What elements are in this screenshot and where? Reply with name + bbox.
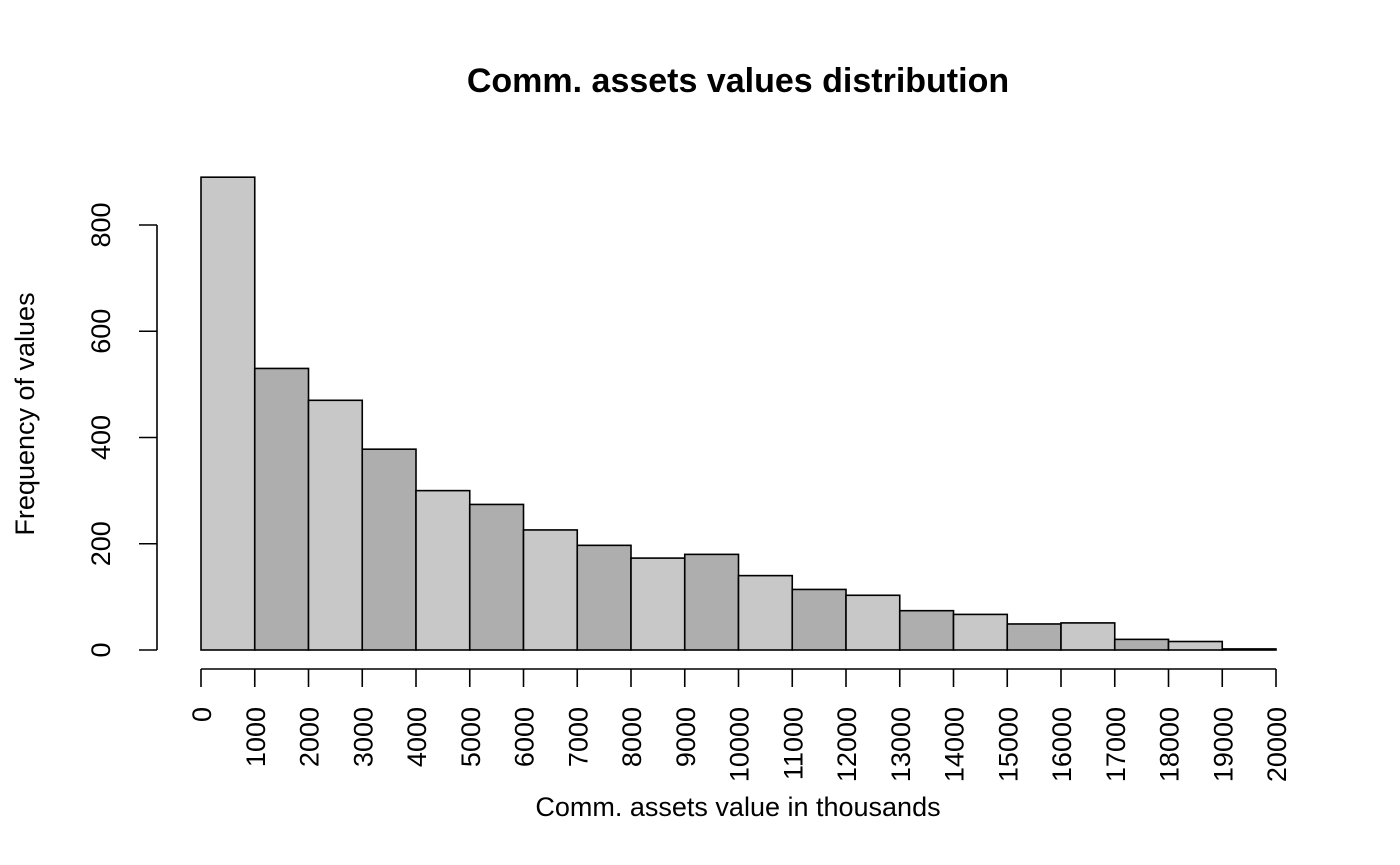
histogram-bar — [683, 553, 740, 651]
x-tick-label: 12000 — [832, 707, 862, 782]
histogram-bar — [576, 544, 632, 651]
histogram-bar — [737, 574, 794, 651]
x-tick-label: 7000 — [563, 707, 593, 767]
histogram-bar — [1006, 623, 1062, 651]
x-tick-label: 5000 — [456, 707, 486, 767]
x-tick-label: 10000 — [725, 707, 755, 782]
x-tick-label: 13000 — [886, 707, 916, 782]
histogram-bar — [791, 588, 847, 651]
histogram-bar — [952, 613, 1009, 651]
x-tick-label: 20000 — [1262, 707, 1292, 782]
x-tick-label: 3000 — [348, 707, 378, 767]
y-axis: 0 200 400 600 800 — [86, 202, 158, 658]
histogram-bar — [1113, 638, 1170, 651]
histogram-bar — [253, 367, 310, 651]
histogram-bar — [1167, 640, 1224, 651]
y-tick-label: 200 — [86, 521, 116, 566]
y-tick-label: 600 — [86, 309, 116, 354]
y-tick-label: 0 — [86, 642, 116, 657]
histogram-bar — [1221, 648, 1277, 651]
x-tick-label: 16000 — [1047, 707, 1077, 782]
histogram-bar — [415, 489, 471, 651]
x-tick-label: 1000 — [241, 707, 271, 767]
histogram-bar — [898, 609, 955, 651]
x-tick-label: 8000 — [617, 707, 647, 767]
x-tick-label: 4000 — [402, 707, 432, 767]
bars-group — [200, 176, 1277, 651]
x-axis-label: Comm. assets value in thousands — [535, 792, 940, 822]
histogram-bar — [630, 557, 686, 651]
histogram-bar — [468, 503, 525, 651]
x-tick-label: 14000 — [940, 707, 970, 782]
histogram-bar — [522, 529, 579, 651]
x-tick-label: 11000 — [778, 707, 808, 780]
histogram-bar — [1060, 622, 1116, 651]
x-tick-label: 19000 — [1208, 707, 1238, 782]
x-tick-label: 15000 — [993, 707, 1023, 782]
chart-title: Comm. assets values distribution — [467, 62, 1009, 100]
y-axis-label: Frequency of values — [10, 292, 40, 535]
y-tick-label: 800 — [86, 202, 116, 247]
histogram-bar — [845, 594, 901, 651]
x-tick-label: 2000 — [295, 707, 325, 767]
histogram-bar — [307, 399, 364, 651]
x-tick-label: 17000 — [1101, 707, 1131, 782]
histogram-bar — [361, 448, 417, 651]
x-tick-label: 18000 — [1155, 707, 1185, 782]
x-tick-label: 0 — [187, 707, 217, 722]
y-tick-label: 400 — [86, 415, 116, 460]
x-tick-label: 9000 — [671, 707, 701, 767]
histogram-bar — [200, 176, 256, 651]
x-tick-label: 6000 — [510, 707, 540, 767]
x-axis: 0 1000 2000 3000 4000 5000 6000 7000 8000 9000 100… — [187, 668, 1292, 782]
